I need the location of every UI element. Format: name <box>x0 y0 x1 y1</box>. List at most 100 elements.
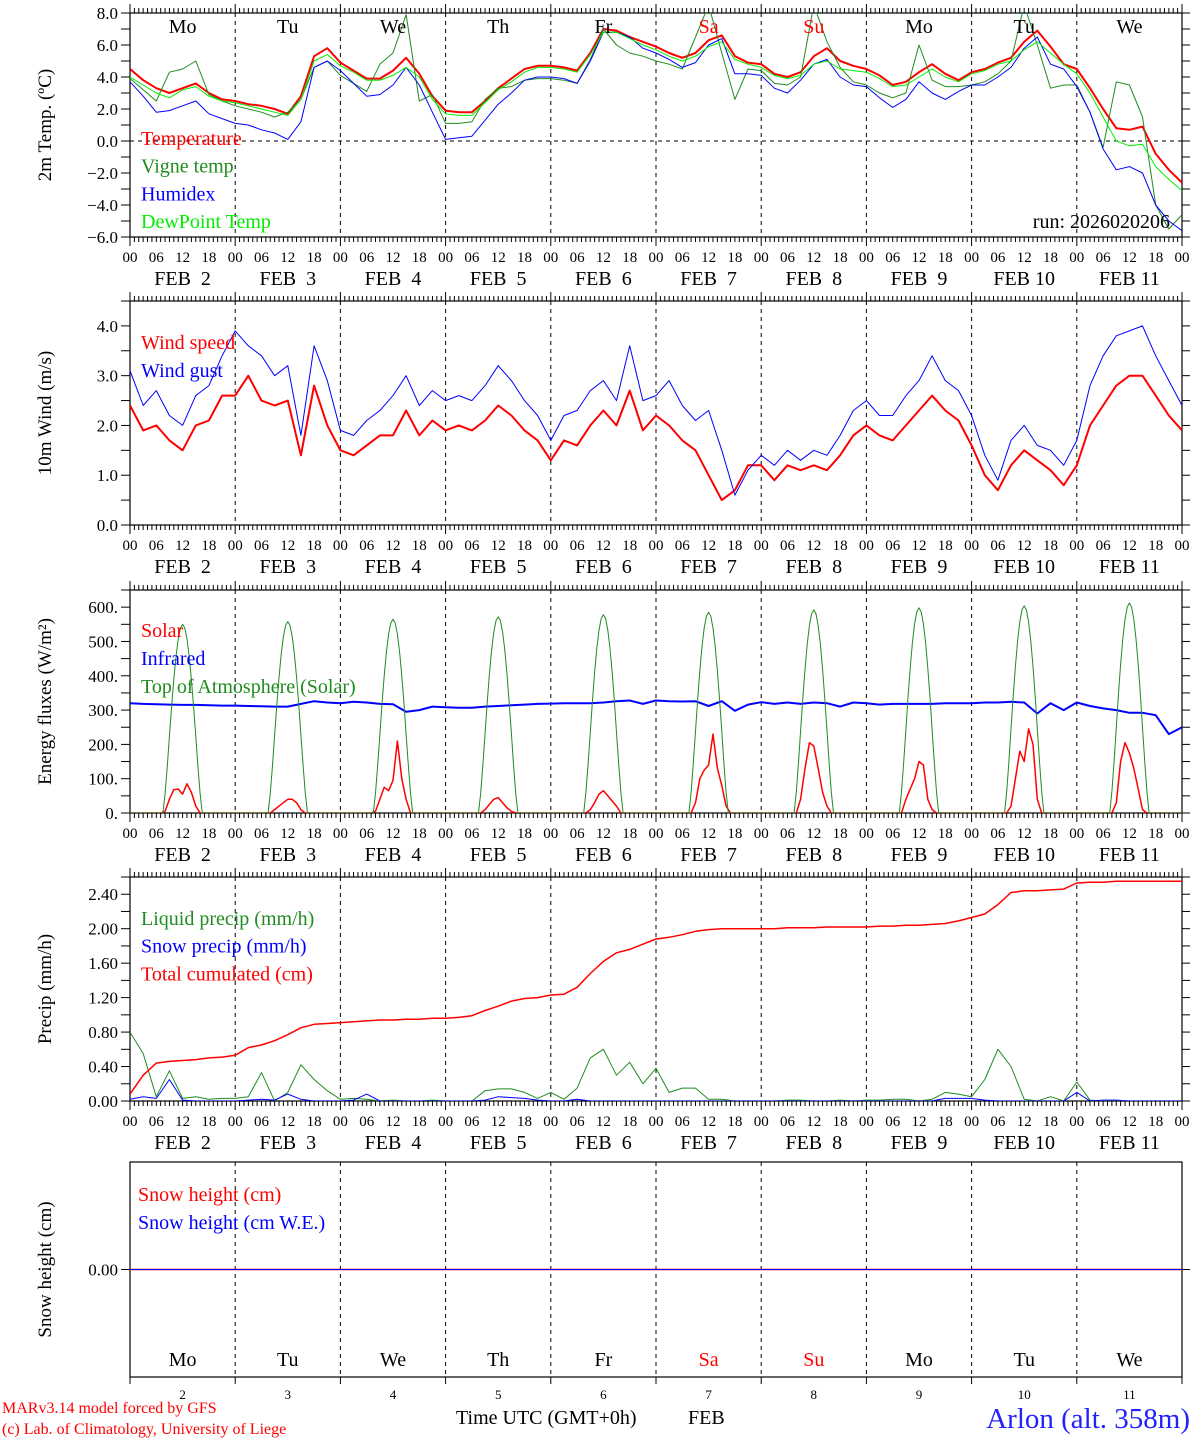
weekday-label: We <box>380 16 406 38</box>
weekday-label: We <box>1116 1349 1142 1371</box>
x-hour-label: 00 <box>1175 826 1190 842</box>
x-day-label: FEB 6 <box>575 1132 632 1154</box>
series-line-infrared <box>130 699 1182 736</box>
x-day-label: FEB 7 <box>680 556 737 578</box>
x-hour-label: 12 <box>912 826 927 842</box>
series-line-total-cumulated-cm <box>130 880 1182 1095</box>
y-tick-label: 8.0 <box>97 4 118 23</box>
legend-item: Total cumulated (cm) <box>141 963 313 985</box>
x-hour-label: 18 <box>938 1114 953 1130</box>
weekday-label: Tu <box>277 1349 299 1371</box>
x-day-number: 3 <box>285 1387 292 1402</box>
y-tick-label: 2.0 <box>97 100 118 119</box>
x-hour-label: 00 <box>649 826 664 842</box>
x-hour-label: 06 <box>990 538 1006 554</box>
x-hour-label: 12 <box>386 250 401 266</box>
x-hour-label: 12 <box>491 826 506 842</box>
x-hour-label: 06 <box>780 826 796 842</box>
x-hour-label: 06 <box>359 1114 375 1130</box>
x-hour-label: 06 <box>990 826 1006 842</box>
x-hour-label: 18 <box>938 826 953 842</box>
x-hour-label: 00 <box>649 538 664 554</box>
y-tick-label: 0.0 <box>97 132 118 151</box>
x-hour-label: 00 <box>228 250 243 266</box>
y-tick-label: −2.0 <box>87 164 118 183</box>
weekday-label: Sa <box>699 1349 719 1371</box>
x-hour-label: 18 <box>201 1114 216 1130</box>
x-hour-label: 12 <box>1122 250 1137 266</box>
x-day-label: FEB 7 <box>680 268 737 290</box>
x-hour-label: 18 <box>1148 1114 1163 1130</box>
x-day-number: 9 <box>916 1387 923 1402</box>
x-hour-label: 12 <box>1122 1114 1137 1130</box>
x-hour-label: 00 <box>123 1114 138 1130</box>
x-day-number: 2 <box>179 1387 186 1402</box>
legend-item: Snow height (cm W.E.) <box>138 1212 325 1234</box>
legend-item: Infrared <box>141 648 205 670</box>
weekday-label: Fr <box>595 16 613 38</box>
weekday-label: Mo <box>169 16 197 38</box>
x-hour-label: 12 <box>491 538 506 554</box>
x-hour-label: 12 <box>386 538 401 554</box>
x-hour-label: 18 <box>727 250 742 266</box>
x-hour-label: 06 <box>359 826 375 842</box>
x-hour-label: 00 <box>754 826 769 842</box>
x-hour-label: 12 <box>280 250 295 266</box>
x-hour-label: 18 <box>517 826 532 842</box>
x-hour-label: 00 <box>964 538 979 554</box>
x-day-label: FEB 6 <box>575 268 632 290</box>
x-hour-label: 00 <box>543 250 558 266</box>
x-hour-label: 18 <box>1148 826 1163 842</box>
x-hour-label: 00 <box>859 250 874 266</box>
series-line-humidex <box>130 31 1182 232</box>
weekday-label: We <box>380 1349 406 1371</box>
x-hour-label: 18 <box>201 250 216 266</box>
y-tick-label: 600. <box>88 598 118 617</box>
x-hour-label: 18 <box>201 826 216 842</box>
x-hour-label: 12 <box>701 250 716 266</box>
x-hour-label: 06 <box>570 826 586 842</box>
y-tick-label: 1.60 <box>88 954 118 973</box>
x-hour-label: 18 <box>412 826 427 842</box>
x-axis-month: FEB <box>688 1407 725 1429</box>
panel-4: 00 06 12 18 00 06 12 18 00 06 12 18 00 06 12 18 00 06 12 18… <box>35 868 1190 1154</box>
x-hour-label: 12 <box>280 538 295 554</box>
x-hour-label: 18 <box>622 826 637 842</box>
x-hour-label: 18 <box>307 250 322 266</box>
y-tick-label: 4.0 <box>97 68 118 87</box>
x-hour-label: 18 <box>412 1114 427 1130</box>
y-axis-title: Precip (mm/h) <box>35 934 56 1044</box>
run-label: run: 2026020206 <box>1033 211 1170 233</box>
x-hour-label: 18 <box>833 1114 848 1130</box>
x-hour-label: 18 <box>307 1114 322 1130</box>
x-hour-label: 12 <box>806 538 821 554</box>
y-tick-label: 2.00 <box>88 920 118 939</box>
x-hour-label: 12 <box>175 1114 190 1130</box>
x-hour-label: 00 <box>438 826 453 842</box>
x-hour-label: 00 <box>1175 538 1190 554</box>
weekday-label: Mo <box>905 16 933 38</box>
footer-model: MARv3.14 model forced by GFS <box>2 1400 217 1417</box>
x-hour-label: 00 <box>859 826 874 842</box>
x-hour-label: 06 <box>149 538 165 554</box>
x-hour-label: 06 <box>990 250 1006 266</box>
y-tick-label: 0.00 <box>88 1261 118 1280</box>
x-hour-label: 18 <box>833 250 848 266</box>
x-hour-label: 12 <box>491 250 506 266</box>
x-hour-label: 12 <box>912 538 927 554</box>
x-hour-label: 12 <box>1017 538 1032 554</box>
x-hour-label: 06 <box>675 1114 691 1130</box>
x-hour-label: 18 <box>727 538 742 554</box>
x-hour-label: 00 <box>649 1114 664 1130</box>
x-hour-label: 06 <box>1096 250 1112 266</box>
x-hour-label: 12 <box>806 250 821 266</box>
legend-item: Vigne temp <box>141 156 234 178</box>
x-hour-label: 06 <box>780 538 796 554</box>
x-hour-label: 18 <box>833 826 848 842</box>
x-hour-label: 06 <box>990 1114 1006 1130</box>
x-hour-label: 12 <box>701 538 716 554</box>
x-hour-label: 18 <box>517 538 532 554</box>
x-day-number: 8 <box>811 1387 818 1402</box>
x-hour-label: 00 <box>228 1114 243 1130</box>
x-hour-label: 12 <box>1017 1114 1032 1130</box>
